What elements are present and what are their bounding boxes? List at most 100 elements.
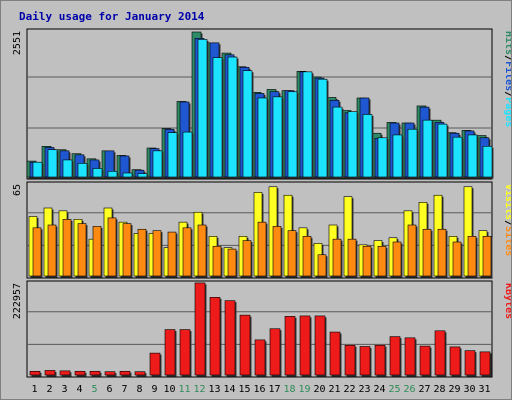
panel-1-sites-bar-5 [92, 226, 102, 277]
day-label-31: 31 [478, 384, 490, 395]
panel-2-kbytes-bar-10 [164, 329, 176, 376]
day-label-26: 26 [403, 384, 415, 395]
panel-1-sites-bar-6 [107, 217, 117, 277]
panel-1-sites-bar-17 [272, 226, 282, 277]
day-label-19: 19 [298, 384, 310, 395]
panel-2-kbytes-bar-3 [59, 370, 71, 376]
panel-1-sites-bar-2 [47, 224, 57, 277]
day-label-18: 18 [283, 384, 295, 395]
panel-2-kbytes-bar-31 [479, 351, 491, 376]
panel-0-pages-bar-14 [227, 56, 238, 178]
day-label-12: 12 [193, 384, 205, 395]
panel-0-pages-bar-30 [467, 134, 478, 178]
panel-2-kbytes-bar-14 [224, 300, 236, 376]
panel-1-sites-bar-4 [77, 223, 87, 277]
panel-1-sites-bar-15 [242, 240, 252, 277]
day-label-13: 13 [208, 384, 220, 395]
panel-2-kbytes-bar-16 [254, 339, 266, 376]
day-label-4: 4 [76, 384, 82, 395]
legend-entry-slash: / [503, 55, 511, 61]
panel-1-sites-bar-31 [482, 236, 492, 277]
panel-0-pages-bar-11 [182, 131, 193, 178]
panel-0-pages-bar-31 [482, 146, 493, 178]
panel-1-sites-bar-8 [137, 228, 147, 277]
panel-1-sites-bar-22 [347, 238, 357, 277]
panel-2-kbytes-bar-7 [119, 370, 131, 376]
day-label-14: 14 [223, 384, 235, 395]
panel-0-pages-bar-10 [167, 132, 178, 178]
panel-1-sites-bar-26 [407, 224, 417, 277]
panel-1-sites-bar-10 [167, 231, 177, 277]
panel-2-kbytes-bar-25 [389, 336, 401, 376]
panel-0-pages-bar-5 [92, 168, 103, 178]
panel-0-ymax-label: 2551 [12, 31, 23, 55]
panel-2-kbytes-bar-18 [284, 316, 296, 376]
legend-entry-slash: / [503, 220, 511, 226]
legend-entry-hits: Hits [503, 31, 511, 55]
chart-title: Daily usage for January 2014 [19, 10, 205, 23]
panel-2-kbytes-bar-22 [344, 344, 356, 376]
panel-0-pages-bar-8 [137, 173, 148, 178]
panel-2-kbytes-bar-6 [104, 371, 116, 376]
day-label-16: 16 [253, 384, 265, 395]
panel-2-kbytes-bar-19 [299, 315, 311, 376]
panel-0-pages-bar-29 [452, 136, 463, 178]
panel-1-sites-bar-21 [332, 238, 342, 277]
panel-0-pages-bar-23 [362, 114, 373, 178]
panel-0-pages-bar-28 [437, 123, 448, 178]
panel-2-kbytes-bar-23 [359, 346, 371, 376]
panel-1-sites-bar-23 [362, 245, 372, 277]
day-label-23: 23 [358, 384, 370, 395]
panel-0-pages-bar-16 [257, 97, 268, 178]
panel-2-legend: KBytes [503, 283, 511, 319]
day-label-28: 28 [433, 384, 445, 395]
panel-2-kbytes-bar-12 [194, 282, 206, 376]
legend-entry-slash: / [503, 91, 511, 97]
panel-2-kbytes-bar-21 [329, 331, 341, 376]
day-label-25: 25 [388, 384, 400, 395]
panel-2-kbytes-bar-4 [74, 370, 86, 376]
panel-1-sites-bar-3 [62, 219, 72, 277]
day-label-29: 29 [448, 384, 460, 395]
panel-2-kbytes-bar-5 [89, 370, 101, 376]
panel-0-pages-bar-1 [32, 161, 43, 178]
panel-0-pages-bar-27 [422, 119, 433, 178]
panel-0-pages-bar-2 [47, 149, 58, 178]
panel-2-kbytes-bar-27 [419, 345, 431, 376]
panel-0-pages-bar-7 [122, 172, 133, 178]
panel-0-pages-bar-4 [77, 163, 88, 178]
day-label-27: 27 [418, 384, 430, 395]
panel-1-sites-bar-1 [32, 227, 42, 277]
day-label-2: 2 [46, 384, 52, 395]
panel-0-pages-bar-3 [62, 159, 73, 178]
panel-1-sites-bar-27 [422, 228, 432, 277]
legend-entry-sites: Sites [503, 226, 511, 256]
panel-0-pages-bar-6 [107, 171, 118, 178]
panel-2-kbytes-bar-15 [239, 314, 251, 376]
panel-0-pages-bar-20 [317, 78, 328, 178]
legend-entry-visits: Visits [503, 184, 511, 220]
panel-1-sites-bar-9 [152, 230, 162, 277]
panel-1-legend: Visits/Sites [503, 184, 511, 256]
panel-1-sites-bar-20 [317, 254, 327, 277]
day-label-8: 8 [136, 384, 142, 395]
panel-2-kbytes-bar-8 [134, 371, 146, 376]
day-label-11: 11 [178, 384, 190, 395]
panel-1-sites-bar-12 [197, 224, 207, 277]
panel-0-pages-bar-12 [197, 39, 208, 178]
day-label-10: 10 [163, 384, 175, 395]
panel-0-pages-bar-22 [347, 111, 358, 178]
day-label-20: 20 [313, 384, 325, 395]
legend-entry-kbytes: KBytes [503, 283, 511, 319]
panel-1-sites-bar-28 [437, 228, 447, 277]
panel-0-pages-bar-25 [392, 134, 403, 178]
legend-entry-pages: Pages [503, 97, 511, 127]
panel-1-sites-bar-19 [302, 236, 312, 277]
panel-1-sites-bar-7 [122, 223, 132, 277]
panel-0-pages-bar-18 [287, 91, 298, 178]
day-label-3: 3 [61, 384, 67, 395]
panel-2-kbytes-bar-26 [404, 337, 416, 376]
day-label-15: 15 [238, 384, 250, 395]
